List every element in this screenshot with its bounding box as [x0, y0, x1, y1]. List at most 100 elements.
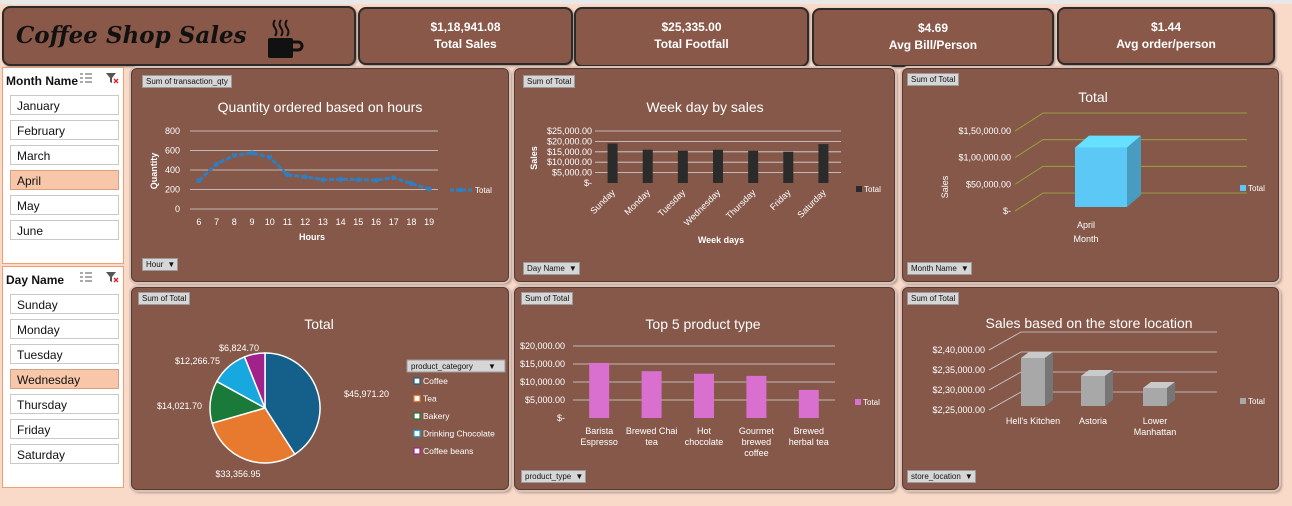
month-item[interactable]: January: [10, 95, 119, 115]
hours-chart-panel[interactable]: Sum of transaction_qty Hour ▼ Quantity or…: [131, 68, 509, 282]
multi-select-icon[interactable]: [79, 271, 93, 283]
value-field-button[interactable]: Sum of Total: [521, 292, 574, 305]
y-tick-label: $-: [1003, 206, 1011, 216]
y-axis-title: Sales: [529, 146, 539, 170]
month-item[interactable]: February: [10, 120, 119, 140]
x-tick-label: Tuesday: [656, 187, 688, 219]
y-axis-title: Quantity: [149, 153, 159, 190]
dashboard-title: Coffee Shop Sales: [16, 22, 247, 49]
top-products-panel[interactable]: Sum of Total product_type ▼ Top 5 product…: [514, 287, 895, 490]
sheet-column-ruler: [0, 0, 1292, 4]
day-item[interactable]: Saturday: [10, 444, 119, 464]
legend: Total: [1240, 397, 1265, 406]
value-field-button[interactable]: Sum of Total: [907, 292, 960, 305]
filter-dropdown-icon: ▼: [488, 362, 496, 371]
product-type-field-button[interactable]: product_type ▼: [521, 470, 587, 483]
bar-front: [1021, 358, 1045, 406]
value-field-button[interactable]: Sum of transaction_qty: [142, 75, 232, 88]
data-point: [302, 174, 308, 180]
day-item[interactable]: Tuesday: [10, 344, 119, 364]
data-point: [320, 177, 326, 183]
x-tick-label: Brewed Chai tea: [626, 426, 678, 447]
month-name-field-button[interactable]: Month Name ▼: [907, 262, 972, 275]
x-tick-label: 12: [300, 217, 310, 227]
legend: Total: [450, 186, 492, 195]
category-pie-panel[interactable]: Sum of Total Total $45,971.20 $33,356.95 $…: [131, 287, 509, 490]
bar: [748, 150, 759, 183]
y-tick-label: 200: [165, 185, 180, 195]
clear-filter-icon[interactable]: [105, 271, 119, 283]
chart-title: Top 5 product type: [645, 316, 760, 332]
dropdown-arrow-icon: ▼: [167, 260, 176, 269]
x-tick-label: Hot chocolate: [685, 426, 724, 447]
bar: [642, 149, 653, 183]
multi-select-icon[interactable]: [79, 72, 93, 84]
field-label: Hour: [146, 260, 164, 269]
kpi-total-footfall: $25,335.00 Total Footfall: [574, 7, 809, 67]
legend-label: Drinking Chocolate: [423, 429, 495, 439]
month-item[interactable]: March: [10, 145, 119, 165]
data-point: [267, 154, 273, 160]
bar: [746, 375, 767, 418]
value-field-button[interactable]: Sum of Total: [138, 292, 191, 305]
legend-filter-button[interactable]: [406, 359, 506, 373]
bar-front: [1143, 388, 1167, 406]
hours-line-chart: Quantity ordered based on hours 0 200 400 6…: [149, 99, 492, 242]
month-chart-panel[interactable]: Sum of Total Month Name ▼ Total $- $50,000…: [902, 68, 1279, 282]
legend-swatch: [413, 429, 421, 438]
day-slicer-header: Day Name: [6, 273, 65, 287]
bar: [783, 151, 794, 183]
day-item-selected[interactable]: Wednesday: [10, 369, 119, 389]
x-tick-label: 14: [336, 217, 346, 227]
x-tick-label: 10: [265, 217, 275, 227]
y-tick-label: $2,30,000.00: [932, 385, 985, 395]
value-field-button[interactable]: Sum of Total: [907, 73, 960, 86]
data-point: [408, 181, 414, 187]
x-tick-label: 15: [353, 217, 363, 227]
hour-field-button[interactable]: Hour ▼: [142, 258, 179, 271]
clear-filter-icon[interactable]: [105, 72, 119, 84]
data-point: [249, 150, 255, 156]
x-tick-label: Monday: [622, 187, 652, 217]
day-name-field-button[interactable]: Day Name ▼: [523, 262, 580, 275]
kpi-value: $25,335.00: [661, 20, 722, 34]
kpi-label: Avg order/person: [1116, 37, 1216, 51]
bar-side: [1167, 382, 1175, 406]
bar: [798, 389, 819, 418]
legend-swatch: [413, 412, 421, 420]
gridline: [1014, 165, 1247, 185]
weekday-chart-panel[interactable]: Sum of Total Day Name ▼ Week day by sales…: [514, 68, 895, 282]
day-item[interactable]: Monday: [10, 319, 119, 339]
month-item[interactable]: June: [10, 220, 119, 240]
kpi-value: $1,18,941.08: [430, 20, 501, 34]
data-label: $12,266.75: [175, 356, 220, 366]
series-line: [197, 151, 430, 191]
store-location-field-button[interactable]: store_location ▼: [907, 470, 976, 483]
data-label: $45,971.20: [344, 389, 389, 399]
filter-dropdown-icon: ▼: [960, 264, 969, 273]
x-tick-label: Sunday: [588, 187, 617, 216]
y-tick-label: 600: [165, 146, 180, 156]
kpi-value: $4.69: [917, 21, 949, 35]
month-item-selected[interactable]: April: [10, 170, 119, 190]
day-item[interactable]: Thursday: [10, 394, 119, 414]
kpi-label: Total Footfall: [654, 37, 729, 51]
y-tick-label: $2,35,000.00: [932, 365, 985, 375]
x-tick-label: 11: [283, 217, 292, 227]
value-field-button[interactable]: Sum of Total: [523, 75, 576, 88]
legend-label: Tea: [423, 394, 437, 404]
data-point: [391, 175, 397, 181]
kpi-label: Total Sales: [434, 37, 497, 51]
day-item[interactable]: Friday: [10, 419, 119, 439]
data-point: [355, 177, 361, 183]
day-item[interactable]: Sunday: [10, 294, 119, 314]
store-location-panel[interactable]: Sum of Total store_location ▼ Sales based…: [902, 287, 1279, 490]
y-tick-label: $50,000.00: [966, 179, 1011, 189]
data-label: $6,824.70: [219, 343, 259, 353]
data-label: $14,021.70: [157, 401, 202, 411]
bar: [641, 371, 662, 418]
y-tick-label: $1,50,000.00: [958, 126, 1011, 136]
month-item[interactable]: May: [10, 195, 119, 215]
data-point: [373, 177, 379, 183]
x-axis-title: Week days: [698, 235, 744, 245]
